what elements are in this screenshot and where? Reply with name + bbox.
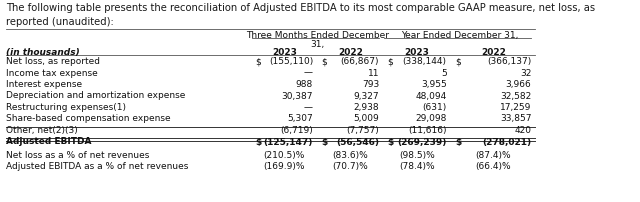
Text: (78.4)%: (78.4)% bbox=[399, 162, 435, 171]
Text: The following table presents the reconciliation of Adjusted EBITDA to its most c: The following table presents the reconci… bbox=[6, 3, 595, 27]
Text: (66.4)%: (66.4)% bbox=[476, 162, 511, 171]
Text: 2022: 2022 bbox=[481, 48, 506, 57]
Text: (in thousands): (in thousands) bbox=[6, 48, 79, 57]
Text: 31,: 31, bbox=[310, 40, 324, 49]
Text: (70.7)%: (70.7)% bbox=[332, 162, 368, 171]
Text: 2,938: 2,938 bbox=[353, 102, 379, 112]
Text: Adjusted EBITDA: Adjusted EBITDA bbox=[6, 137, 92, 146]
Text: Depreciation and amortization expense: Depreciation and amortization expense bbox=[6, 91, 186, 100]
Text: 5,307: 5,307 bbox=[287, 114, 313, 123]
Text: (278,021): (278,021) bbox=[482, 137, 531, 146]
Text: 420: 420 bbox=[515, 125, 531, 134]
Text: (83.6)%: (83.6)% bbox=[332, 150, 368, 159]
Text: (366,137): (366,137) bbox=[487, 57, 531, 66]
Text: 3,966: 3,966 bbox=[506, 80, 531, 88]
Text: Year Ended December 31,: Year Ended December 31, bbox=[401, 31, 518, 40]
Text: Net loss as a % of net revenues: Net loss as a % of net revenues bbox=[6, 150, 149, 159]
Text: (338,144): (338,144) bbox=[403, 57, 447, 66]
Text: 9,327: 9,327 bbox=[353, 91, 379, 100]
Text: (631): (631) bbox=[422, 102, 447, 112]
Text: $: $ bbox=[321, 137, 328, 146]
Text: $: $ bbox=[387, 57, 393, 66]
Text: (169.9)%: (169.9)% bbox=[264, 162, 305, 171]
Text: (56,546): (56,546) bbox=[336, 137, 379, 146]
Text: $: $ bbox=[321, 57, 327, 66]
Text: $: $ bbox=[255, 57, 261, 66]
Text: Income tax expense: Income tax expense bbox=[6, 68, 98, 77]
Text: 793: 793 bbox=[362, 80, 379, 88]
Text: 5,009: 5,009 bbox=[353, 114, 379, 123]
Text: 32,582: 32,582 bbox=[500, 91, 531, 100]
Text: 988: 988 bbox=[296, 80, 313, 88]
Text: (66,867): (66,867) bbox=[340, 57, 379, 66]
Text: 30,387: 30,387 bbox=[282, 91, 313, 100]
Text: (269,239): (269,239) bbox=[397, 137, 447, 146]
Text: Net loss, as reported: Net loss, as reported bbox=[6, 57, 100, 66]
Text: $: $ bbox=[387, 137, 394, 146]
Text: (125,147): (125,147) bbox=[264, 137, 313, 146]
Text: (210.5)%: (210.5)% bbox=[264, 150, 305, 159]
Text: 48,094: 48,094 bbox=[415, 91, 447, 100]
Text: (87.4)%: (87.4)% bbox=[476, 150, 511, 159]
Text: 5: 5 bbox=[441, 68, 447, 77]
Text: 32: 32 bbox=[520, 68, 531, 77]
Text: Three Months Ended December: Three Months Ended December bbox=[246, 31, 388, 40]
Text: 2023: 2023 bbox=[404, 48, 429, 57]
Text: Share-based compensation expense: Share-based compensation expense bbox=[6, 114, 170, 123]
Text: 33,857: 33,857 bbox=[500, 114, 531, 123]
Text: —: — bbox=[304, 68, 313, 77]
Text: Other, net(2)(3): Other, net(2)(3) bbox=[6, 125, 77, 134]
Text: Adjusted EBITDA as a % of net revenues: Adjusted EBITDA as a % of net revenues bbox=[6, 162, 188, 171]
Text: $: $ bbox=[255, 137, 262, 146]
Text: 3,955: 3,955 bbox=[421, 80, 447, 88]
Text: $: $ bbox=[455, 137, 461, 146]
Text: Restructuring expenses(1): Restructuring expenses(1) bbox=[6, 102, 126, 112]
Text: (7,757): (7,757) bbox=[346, 125, 379, 134]
Text: (155,110): (155,110) bbox=[269, 57, 313, 66]
Text: —: — bbox=[304, 102, 313, 112]
Text: 2022: 2022 bbox=[338, 48, 363, 57]
Text: (98.5)%: (98.5)% bbox=[399, 150, 435, 159]
Text: 29,098: 29,098 bbox=[415, 114, 447, 123]
Text: Interest expense: Interest expense bbox=[6, 80, 82, 88]
Text: (11,616): (11,616) bbox=[408, 125, 447, 134]
Text: 2023: 2023 bbox=[272, 48, 297, 57]
Text: 17,259: 17,259 bbox=[500, 102, 531, 112]
Text: (6,719): (6,719) bbox=[280, 125, 313, 134]
Text: 11: 11 bbox=[367, 68, 379, 77]
Text: $: $ bbox=[455, 57, 461, 66]
